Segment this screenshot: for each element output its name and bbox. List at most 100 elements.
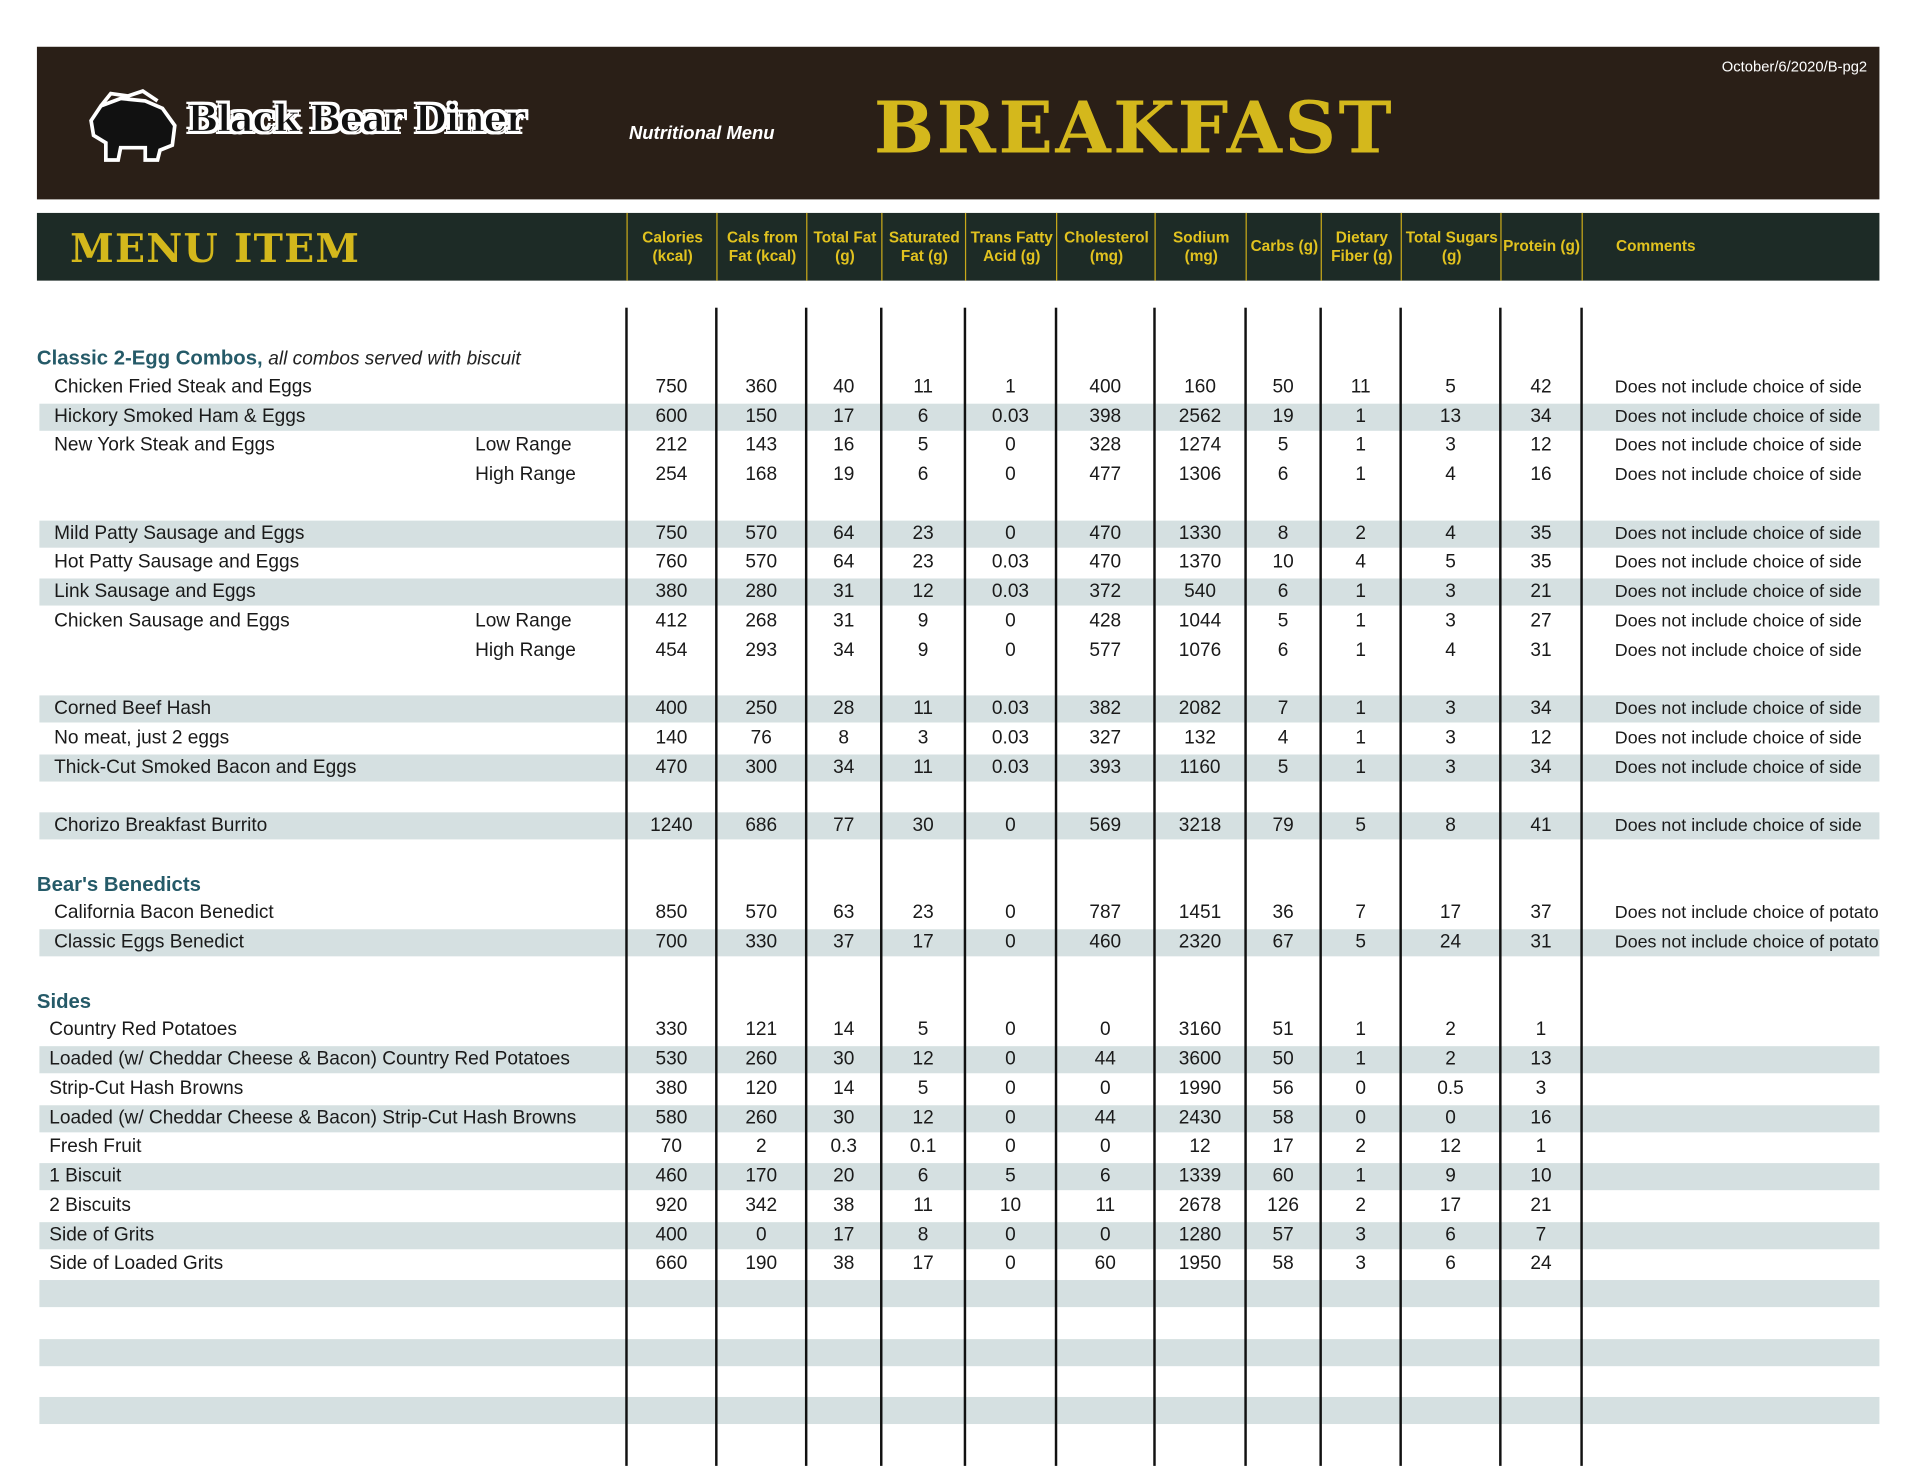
logo-text: Black Bear Diner	[186, 98, 526, 142]
section-title: Classic 2-Egg Combos, all combos served …	[37, 345, 521, 373]
value-cell: 10	[1530, 1165, 1552, 1187]
comment-cell: Does not include choice of side	[1614, 699, 1862, 719]
column-divider	[880, 307, 883, 1466]
value-cell: 21	[1530, 1194, 1552, 1216]
blank-row	[39, 1338, 1880, 1366]
value-cell: 50	[1272, 1048, 1294, 1070]
table-row: Hickory Smoked Ham & Eggs 600 150 17 6 0.03 39…	[39, 403, 1880, 431]
column-header: Trans Fatty Acid (g)	[964, 212, 1057, 281]
value-cell: 0.1	[909, 1136, 937, 1158]
value-cell: 0	[1099, 1224, 1111, 1245]
value-cell: 35	[1530, 522, 1552, 544]
comment-cell: Does not include choice of side	[1614, 552, 1862, 573]
value-cell: 132	[1184, 727, 1216, 749]
blank-row	[39, 1396, 1880, 1425]
value-cell: 23	[912, 551, 934, 573]
column-header: Protein (g)	[1500, 212, 1583, 281]
table-row: California Bacon Benedict 850 570 63 23 0 787 1…	[39, 900, 1879, 927]
value-cell: 1	[1355, 610, 1366, 632]
value-cell: 23	[912, 522, 934, 544]
value-cell: 1990	[1178, 1077, 1222, 1099]
value-cell: 327	[1089, 727, 1122, 749]
value-cell: 6	[1277, 464, 1289, 485]
value-cell: 260	[745, 1048, 778, 1070]
value-cell: 398	[1089, 405, 1122, 427]
value-cell: 16	[833, 434, 855, 456]
value-cell: 44	[1094, 1048, 1116, 1070]
value-cell: 19	[833, 464, 855, 485]
column-divider	[804, 307, 808, 1466]
value-cell: 67	[1272, 931, 1294, 953]
value-cell: 0	[1099, 1019, 1111, 1041]
value-cell: 1	[1355, 727, 1366, 749]
column-divider	[963, 307, 967, 1466]
value-cell: 254	[655, 464, 688, 485]
value-cell: 190	[745, 1253, 778, 1275]
column-divider	[1399, 307, 1402, 1466]
value-cell: 168	[745, 464, 778, 485]
value-cell: 64	[833, 551, 855, 573]
value-cell: 121	[745, 1019, 778, 1041]
value-cell: 380	[655, 580, 688, 602]
comment-cell: Does not include choice of side	[1614, 406, 1862, 427]
value-cell: 37	[833, 931, 855, 953]
value-cell: 5	[917, 434, 929, 456]
value-cell: 37	[1530, 902, 1552, 924]
value-cell: 5	[1355, 814, 1366, 836]
value-cell: 530	[655, 1048, 688, 1070]
value-cell: 300	[745, 756, 778, 778]
value-cell: 19	[1272, 405, 1294, 427]
value-cell: 1	[1355, 697, 1366, 719]
value-cell: 3600	[1178, 1048, 1222, 1070]
value-cell: 850	[655, 902, 688, 924]
table-row: Country Red Potatoes 330 121 14 5 0 0 3160 51 1 2 1	[39, 1017, 1879, 1044]
column-divider	[1054, 307, 1058, 1466]
value-cell: 63	[833, 902, 855, 924]
value-cell: 1	[1355, 1048, 1366, 1070]
table-row: Side of Loaded Grits 660 190 38 17 0 60 1950 58 3…	[39, 1251, 1879, 1278]
table-row: Classic Eggs Benedict 700 330 37 17 0 460 2320 6…	[39, 929, 1880, 957]
value-cell: 600	[655, 405, 688, 427]
value-cell: 5	[1445, 376, 1456, 398]
value-cell: 1370	[1178, 551, 1222, 573]
value-cell: 9	[917, 639, 929, 661]
blank-row	[39, 1280, 1880, 1308]
value-cell: 51	[1272, 1019, 1294, 1041]
value-cell: 3	[1355, 1224, 1366, 1245]
value-cell: 280	[745, 580, 778, 602]
blank-row	[39, 958, 1879, 985]
value-cell: 454	[655, 639, 688, 661]
value-cell: 150	[745, 405, 778, 427]
value-cell: 12	[1530, 727, 1552, 749]
subtitle: Nutritional Menu	[628, 123, 775, 145]
item-name: Classic Eggs Benedict	[54, 931, 244, 953]
value-cell: 372	[1089, 580, 1122, 602]
value-cell: 24	[1439, 931, 1462, 953]
value-cell: 470	[1089, 551, 1122, 573]
value-cell: 328	[1089, 434, 1122, 456]
value-cell: 2430	[1178, 1107, 1222, 1129]
value-cell: 1076	[1178, 639, 1222, 661]
comment-cell: Does not include choice of side	[1614, 465, 1862, 485]
table-row: Chorizo Breakfast Burrito 1240 686 77 30 0 569…	[39, 812, 1880, 840]
value-cell: 13	[1530, 1048, 1552, 1070]
value-cell: 11	[913, 697, 934, 719]
column-header: Saturated Fat (g)	[881, 212, 966, 281]
comment-cell: Does not include choice of side	[1614, 436, 1862, 456]
value-cell: 4	[1355, 551, 1366, 573]
value-cell: 400	[1089, 376, 1122, 398]
value-cell: 17	[833, 405, 855, 427]
value-cell: 0	[1005, 1077, 1016, 1099]
item-name: California Bacon Benedict	[54, 902, 274, 924]
value-cell: 1330	[1178, 522, 1222, 544]
column-divider	[1153, 307, 1156, 1466]
blank-row	[39, 666, 1879, 693]
table-row: Loaded (w/ Cheddar Cheese & Bacon) Strip…	[39, 1104, 1880, 1132]
table-row: Fresh Fruit 70 2 0.3 0.1 0 0 12 17 2 12 1	[39, 1134, 1879, 1161]
item-name: Hickory Smoked Ham & Eggs	[54, 405, 306, 427]
value-cell: 11	[913, 376, 934, 398]
value-cell: 570	[745, 522, 778, 544]
value-cell: 10	[1272, 551, 1294, 573]
table-row: Side of Grits 400 0 17 8 0 0 1280 57 3 6 7	[39, 1221, 1880, 1249]
range-label: Low Range	[475, 434, 572, 456]
